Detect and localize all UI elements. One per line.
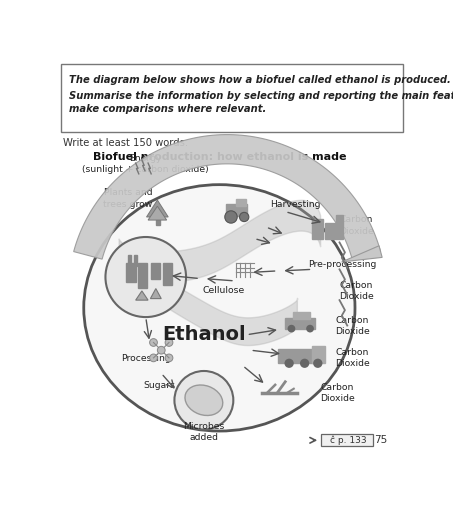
Text: Microbes
added: Microbes added	[183, 422, 225, 442]
Bar	[313, 346, 325, 364]
Polygon shape	[150, 289, 161, 298]
Bar	[236, 199, 246, 206]
Text: Carbon
Dioxide: Carbon Dioxide	[336, 348, 371, 368]
Circle shape	[174, 371, 233, 430]
Ellipse shape	[185, 385, 223, 415]
Text: Carbon
Dioxide: Carbon Dioxide	[339, 281, 374, 301]
Bar	[151, 263, 160, 279]
Circle shape	[225, 211, 237, 223]
Circle shape	[313, 359, 323, 368]
Bar	[163, 263, 172, 285]
Bar	[293, 312, 310, 319]
Circle shape	[288, 325, 295, 332]
Text: Ethanol: Ethanol	[162, 325, 246, 344]
Circle shape	[157, 346, 165, 354]
Ellipse shape	[84, 185, 355, 431]
Circle shape	[149, 354, 157, 362]
Bar	[138, 263, 147, 288]
Bar	[156, 211, 160, 225]
Circle shape	[165, 354, 173, 362]
Polygon shape	[148, 206, 167, 220]
Polygon shape	[146, 200, 168, 217]
Circle shape	[149, 338, 157, 346]
Polygon shape	[74, 135, 381, 259]
Circle shape	[240, 212, 249, 222]
Text: Energy
(sunlight + carbon dioxide): Energy (sunlight + carbon dioxide)	[82, 154, 209, 174]
Text: Plants and
trees grow: Plants and trees grow	[103, 188, 153, 208]
Text: ĉ p. 133: ĉ p. 133	[330, 436, 366, 445]
Text: Sugars: Sugars	[143, 381, 175, 390]
Bar	[313, 219, 323, 239]
Circle shape	[165, 338, 173, 346]
FancyBboxPatch shape	[321, 434, 373, 446]
Text: The diagram below shows how a biofuel called ethanol is produced.: The diagram below shows how a biofuel ca…	[69, 75, 451, 84]
Bar	[285, 318, 315, 329]
FancyBboxPatch shape	[61, 64, 403, 132]
Circle shape	[284, 359, 294, 368]
Bar	[126, 263, 136, 283]
Polygon shape	[136, 291, 148, 300]
Circle shape	[106, 237, 186, 317]
Text: Cellulose: Cellulose	[202, 286, 244, 295]
Text: Processing: Processing	[121, 354, 171, 363]
Text: Carbon
Dioxide: Carbon Dioxide	[320, 383, 355, 403]
Circle shape	[306, 325, 314, 332]
Text: Write at least 150 words.: Write at least 150 words.	[63, 138, 188, 148]
Text: Pre-processing: Pre-processing	[308, 260, 377, 269]
Text: Summarise the information by selecting and reporting the main features, and
make: Summarise the information by selecting a…	[69, 91, 453, 114]
Bar	[325, 223, 336, 239]
Bar	[226, 204, 247, 216]
Polygon shape	[342, 246, 382, 262]
Circle shape	[300, 359, 309, 368]
Text: Carbon
Dioxide: Carbon Dioxide	[339, 216, 374, 236]
Text: Harvesting: Harvesting	[270, 200, 320, 209]
Bar	[128, 255, 131, 266]
Text: Biofuel production: how ethanol is made: Biofuel production: how ethanol is made	[92, 152, 346, 162]
Bar	[278, 349, 315, 364]
Bar	[134, 255, 137, 266]
Text: Carbon
Dioxide: Carbon Dioxide	[336, 315, 371, 336]
Text: 75: 75	[374, 435, 387, 445]
Bar	[336, 216, 343, 239]
